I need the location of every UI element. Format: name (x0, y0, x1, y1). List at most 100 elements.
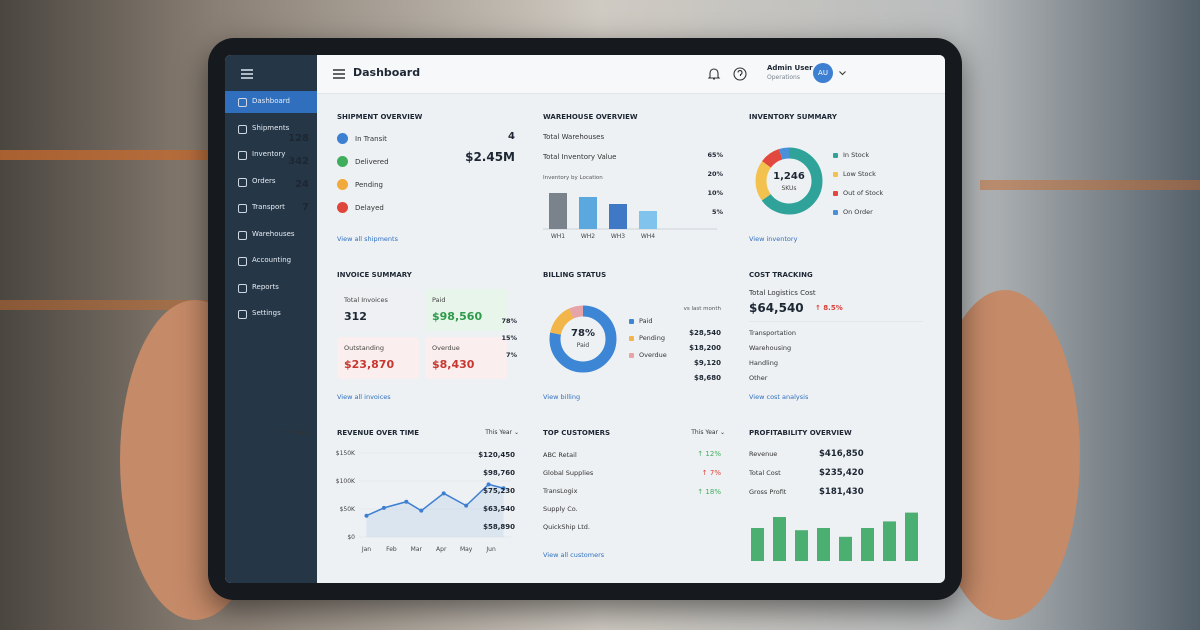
user-name: Admin User (767, 64, 813, 72)
invoice-tile: Paid $98,560 (425, 289, 507, 331)
nav-label: Transport (252, 203, 285, 211)
customer-name: TransLogix (543, 487, 578, 495)
link[interactable]: View cost analysis (749, 393, 809, 401)
avatar[interactable]: AU (813, 63, 833, 83)
cost-label: Other (749, 374, 768, 382)
legend-swatch (833, 210, 838, 215)
chart-title: Inventory by Location (543, 175, 603, 181)
legend-value: 78% (501, 317, 517, 325)
header: Dashboard Admin User Operations AU (317, 55, 945, 94)
metric-value: $181,430 (819, 487, 864, 497)
nav-item[interactable]: Accounting (225, 250, 317, 272)
nav-icon (238, 310, 247, 319)
donut-center-value: 1,246 (773, 171, 805, 182)
period-select[interactable]: This Year ⌄ (485, 429, 519, 436)
link[interactable]: View all customers (543, 551, 605, 559)
metric-label: Total Logistics Cost (749, 289, 816, 297)
change-note: vs last month (683, 306, 721, 312)
bar (751, 528, 764, 561)
link[interactable]: View inventory (749, 235, 798, 243)
status-icon (337, 179, 348, 190)
customer-name: ABC Retail (543, 451, 577, 459)
nav-label: Orders (252, 176, 276, 185)
nav-item[interactable]: Shipments (225, 118, 317, 140)
bell-icon[interactable] (707, 67, 721, 81)
legend-swatch (833, 191, 838, 196)
bar (839, 536, 852, 561)
donut-center-value: 78% (571, 328, 595, 339)
metric-label: Total Warehouses (543, 133, 605, 141)
legend-swatch (629, 336, 634, 341)
invoice-tile: Outstanding $23,870 (337, 337, 419, 379)
nav-item[interactable]: Dashboard (225, 91, 317, 113)
legend-label: Overdue (639, 351, 667, 359)
change: ↑ 7% (701, 469, 721, 477)
status-icon (337, 202, 348, 213)
card-title: WAREHOUSE OVERVIEW (543, 113, 638, 121)
nav-item[interactable]: Transport (225, 197, 317, 219)
bar (639, 211, 657, 229)
bar (883, 521, 896, 561)
period-select[interactable]: This Year ⌄ (691, 429, 725, 436)
menu-icon[interactable] (333, 69, 345, 79)
x-tick-label: WH3 (611, 233, 625, 240)
legend-value: 15% (501, 334, 517, 342)
nav-label: Dashboard (252, 97, 290, 105)
nav-item[interactable]: Orders (225, 171, 317, 193)
customer-value: $98,760 (483, 469, 515, 477)
card-title: SHIPMENT OVERVIEW (337, 113, 423, 121)
legend-label: In Stock (843, 151, 870, 159)
nav-item[interactable]: Inventory (225, 144, 317, 166)
cost-value: $8,680 (693, 374, 721, 382)
nav-item[interactable]: Settings (225, 303, 317, 325)
nav-item[interactable]: Warehouses (225, 224, 317, 246)
nav-item[interactable]: Reports (225, 277, 317, 299)
point (364, 513, 369, 518)
metric-label: Gross Profit (749, 488, 787, 496)
help-icon[interactable] (733, 67, 747, 81)
bar (579, 197, 597, 229)
x-tick-label: Jun (485, 546, 496, 553)
link[interactable]: View all invoices (337, 393, 391, 401)
card-title: COST TRACKING (749, 271, 813, 279)
point (404, 499, 409, 504)
customer-name: QuickShip Ltd. (543, 523, 590, 531)
card-title: INVENTORY SUMMARY (749, 113, 837, 121)
status-label: Delivered (355, 158, 389, 166)
cost-value: $9,120 (693, 359, 721, 367)
invoice-tile: Overdue $8,430 (425, 337, 507, 379)
tile-value: 312 (344, 310, 367, 323)
bar (817, 528, 830, 561)
metric-label: Total Cost (749, 469, 781, 477)
main: Dashboard Admin User Operations AU SHIPM… (279, 55, 945, 583)
screen: Dashboard Shipments Inventory Orders Transpo… (225, 55, 945, 583)
customer-value: $58,890 (483, 523, 515, 531)
status-label: Delayed (355, 204, 384, 212)
point (419, 508, 424, 513)
card-title: INVOICE SUMMARY (337, 271, 412, 279)
user-menu-chevron[interactable] (839, 71, 846, 76)
point (501, 486, 506, 491)
period-select[interactable]: This Year ⌄ (279, 429, 313, 436)
x-tick-label: May (460, 546, 473, 553)
link[interactable]: View all shipments (337, 235, 398, 243)
tile-label: Outstanding (344, 344, 384, 352)
bar (905, 512, 918, 561)
legend-value: 7% (505, 351, 517, 359)
legend-swatch (833, 153, 838, 158)
tile-value: $98,560 (432, 310, 483, 323)
donut-segment (549, 305, 617, 373)
chart: WH1 WH2 WH3 WH4 (543, 193, 717, 240)
bar (773, 517, 786, 561)
donut-segment (755, 147, 823, 215)
donut-center-label: SKUs (781, 185, 796, 192)
menu-icon[interactable] (241, 69, 253, 79)
link[interactable]: View billing (543, 393, 581, 401)
x-tick-label: WH2 (581, 233, 595, 240)
donut-center-label: Paid (577, 342, 590, 349)
card-title: REVENUE OVER TIME (337, 429, 420, 437)
cost-label: Transportation (749, 329, 796, 337)
legend-label: Paid (639, 317, 653, 325)
legend-value: 10% (707, 189, 723, 197)
nav-icon (238, 124, 247, 134)
